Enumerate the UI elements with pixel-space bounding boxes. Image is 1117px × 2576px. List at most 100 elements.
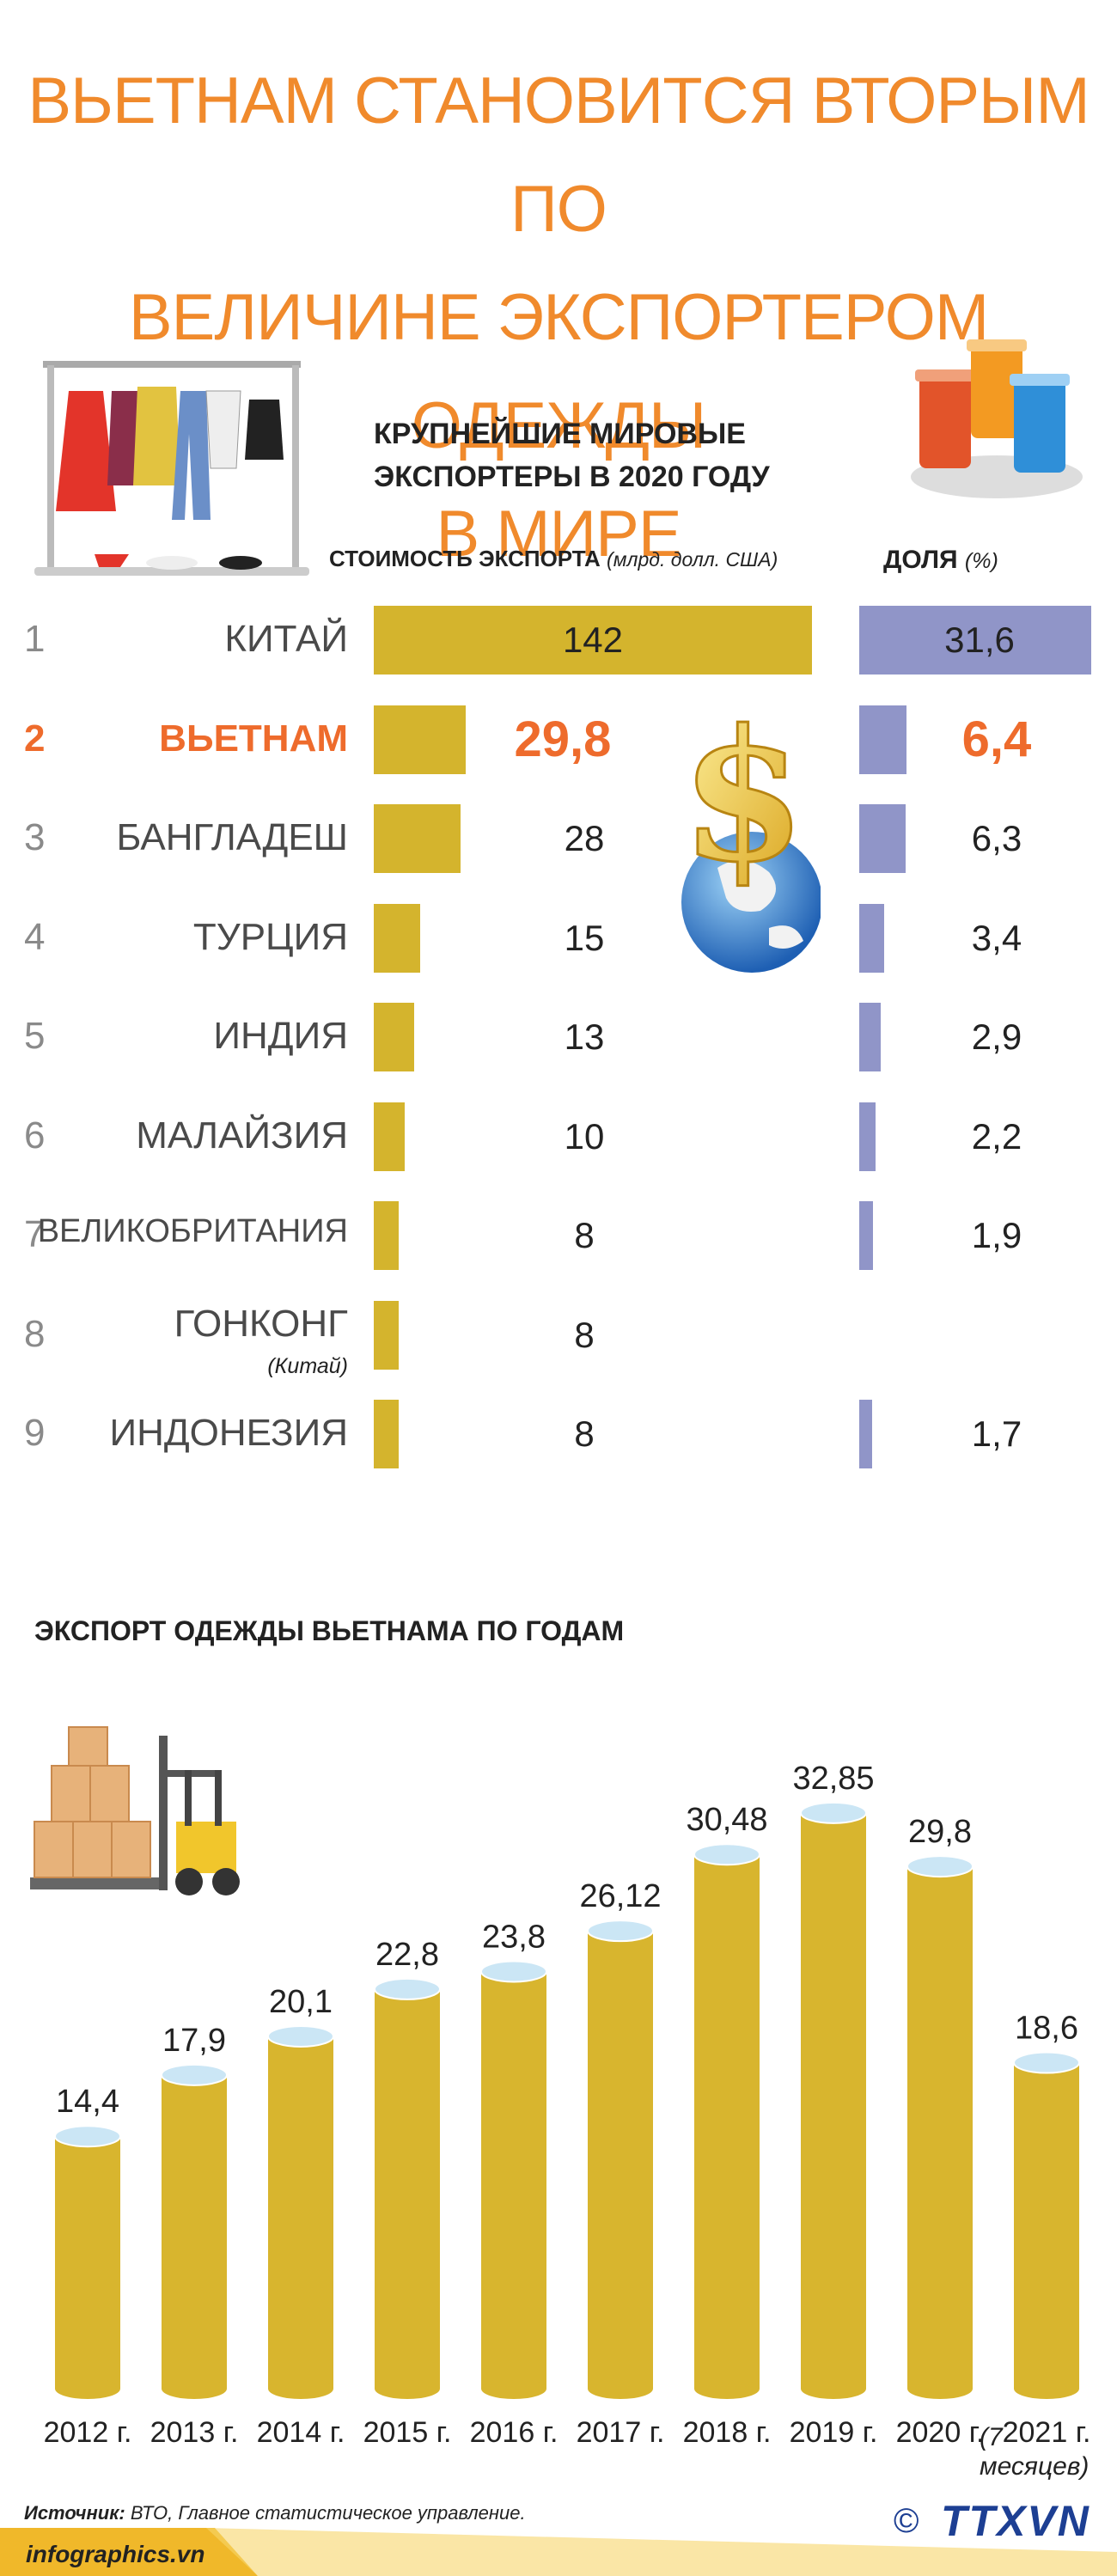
share-label: 1,7 [971, 1413, 1022, 1454]
share-label: 6,4 [961, 711, 1032, 767]
country-note: (Китай) [267, 1353, 348, 1378]
rank-number: 9 [24, 1412, 46, 1454]
export-value-bar [374, 1300, 399, 1370]
share-label: 6,3 [971, 818, 1022, 858]
share-bar [859, 1102, 876, 1171]
rank-number: 6 [24, 1114, 46, 1157]
share-label: 2,2 [971, 1115, 1022, 1157]
year-value-label: 26,12 [579, 1878, 661, 1914]
year-tick-label: 2020 г. [896, 2416, 985, 2449]
country-label: КИТАЙ [224, 618, 348, 660]
value-column-unit: (млрд. долл. США) [607, 548, 778, 571]
year-tick-label: 2019 г. [790, 2416, 878, 2449]
share-label: 2,9 [971, 1016, 1022, 1057]
ranking-subtitle: КРУПНЕЙШИЕ МИРОВЫЕ ЭКСПОРТЕРЫ В 2020 ГОД… [374, 412, 889, 498]
rank-number: 1 [24, 618, 46, 660]
export-value-bar [374, 1102, 405, 1171]
share-bar [859, 903, 885, 973]
country-label: ВЬЕТНАМ [159, 717, 348, 760]
year-tick-label: 2018 г. [683, 2416, 772, 2449]
year-bar [375, 1988, 440, 2389]
year-bar-base [907, 2378, 973, 2399]
copyright-icon: © [894, 2502, 919, 2540]
year-value-label: 30,48 [686, 1802, 767, 1838]
export-value-label: 142 [562, 620, 624, 660]
share-label: 3,4 [971, 917, 1022, 958]
year-bar [801, 1812, 866, 2389]
export-value-bar [374, 903, 420, 973]
rank-number: 8 [24, 1312, 46, 1355]
year-bar-base [1014, 2378, 1079, 2399]
year-tick-label: 2012 г. [44, 2416, 132, 2449]
year-bar-base [268, 2378, 333, 2399]
title-line-2: ВЕЛИЧИНЕ ЭКСПОРТЕРОМ ОДЕЖДЫ [128, 281, 989, 462]
export-value-bar [374, 1400, 399, 1468]
clothes-rack-icon [34, 361, 309, 576]
source-note: Источник: ВТО, Главное статистическое уп… [24, 2502, 526, 2524]
svg-text:$: $ [681, 696, 806, 902]
page-title: ВЬЕТНАМ СТАНОВИТСЯ ВТОРЫМ ПО ВЕЛИЧИНЕ ЭК… [0, 47, 1117, 589]
ranking-subtitle-line-1: КРУПНЕЙШИЕ МИРОВЫЕ [374, 418, 746, 450]
year-bar-base [481, 2378, 546, 2399]
value-column-label: СТОИМОСТЬ ЭКСПОРТА [329, 546, 601, 571]
export-value-label: 8 [574, 1215, 595, 1255]
value-column-header: СТОИМОСТЬ ЭКСПОРТА (млрд. долл. США) [329, 546, 778, 572]
year-value-label: 32,85 [792, 1761, 874, 1797]
rank-number: 4 [24, 915, 46, 958]
year-bar-top [480, 1960, 547, 1983]
forklift-icon [30, 1726, 240, 1895]
thread-spools-icon [911, 339, 1083, 498]
rank-number: 2 [24, 717, 46, 760]
year-bar-top [693, 1843, 760, 1866]
year-value-label: 22,8 [375, 1937, 439, 1973]
export-value-label: 8 [574, 1314, 595, 1355]
export-value-bar [374, 705, 467, 774]
rank-number: 5 [24, 1015, 46, 1057]
title-line-3: В МИРЕ [436, 497, 681, 571]
year-value-label: 20,1 [269, 1984, 333, 2020]
share-bar [859, 1201, 874, 1270]
export-value-label: 8 [574, 1413, 595, 1454]
share-label: 1,9 [971, 1215, 1022, 1255]
source-text: ВТО, Главное статистическое управление. [130, 2502, 526, 2524]
year-bar [1014, 2062, 1079, 2389]
export-value-bar [374, 804, 461, 873]
year-tick-label: 2014 г. [257, 2416, 345, 2449]
year-value-label: 14,4 [56, 2084, 119, 2120]
yearly-chart: 14,4 2012 г. 17,9 2013 г. 20,1 2014 г. 22,8 201… [44, 1761, 1091, 2449]
export-value-label: 13 [564, 1016, 605, 1057]
year-bar-top [800, 1801, 867, 1824]
rank-number: 3 [24, 816, 46, 858]
year-bar [162, 2074, 227, 2389]
year-bar-base [588, 2378, 653, 2399]
ranking-subtitle-line-2: ЭКСПОРТЕРЫ В 2020 ГОДУ [374, 461, 770, 493]
year-bar-top [267, 2024, 334, 2048]
year-tick-label: 2013 г. [150, 2416, 239, 2449]
agency-logo: TTXVN [941, 2497, 1090, 2545]
year-value-label: 17,9 [162, 2023, 226, 2059]
source-label: Источник: [24, 2502, 125, 2524]
year-bar-base [162, 2378, 227, 2399]
year-tick-label: 2016 г. [470, 2416, 558, 2449]
country-label: БАНГЛАДЕШ [116, 816, 348, 858]
country-label: ТУРЦИЯ [192, 915, 348, 958]
country-label: ИНДИЯ [213, 1015, 348, 1057]
dollar-globe-icon: $ [679, 696, 821, 973]
year-value-label: 29,8 [908, 1814, 972, 1850]
site-link[interactable]: infographics.vn [26, 2541, 205, 2567]
country-label: МАЛАЙЗИЯ [136, 1114, 348, 1157]
yearly-chart-title: ЭКСПОРТ ОДЕЖДЫ ВЬЕТНАМА ПО ГОДАМ [34, 1615, 625, 1646]
rank-number: 7 [24, 1213, 46, 1255]
export-value-label: 10 [564, 1115, 605, 1157]
export-value-label: 15 [564, 917, 605, 958]
share-column-label: ДОЛЯ [883, 546, 958, 574]
year-bar-top [906, 1855, 974, 1878]
year-bar [907, 1866, 973, 2389]
export-value-bar [374, 606, 812, 675]
year-bar [694, 1854, 760, 2389]
title-line-1: ВЬЕТНАМ СТАНОВИТСЯ ВТОРЫМ ПО [27, 64, 1090, 246]
year-value-label: 23,8 [482, 1919, 546, 1955]
share-bar [859, 1003, 881, 1071]
year-bar-top [54, 2125, 121, 2148]
year-bar-top [1013, 2051, 1080, 2074]
